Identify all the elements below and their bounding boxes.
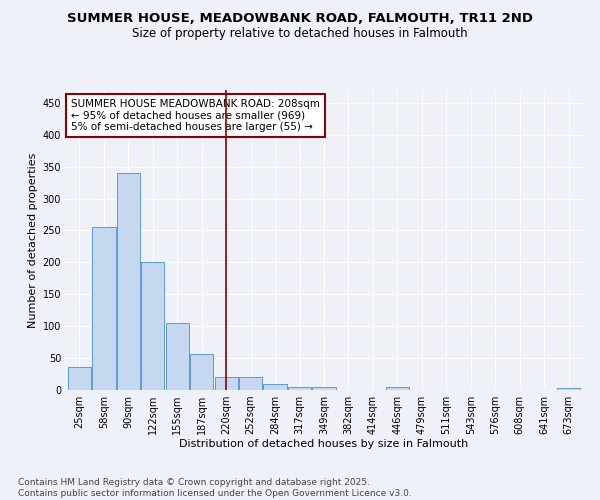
Bar xyxy=(386,388,409,390)
Bar xyxy=(166,323,189,390)
Bar xyxy=(92,227,116,390)
Text: SUMMER HOUSE, MEADOWBANK ROAD, FALMOUTH, TR11 2ND: SUMMER HOUSE, MEADOWBANK ROAD, FALMOUTH,… xyxy=(67,12,533,26)
Bar xyxy=(263,384,287,390)
Bar xyxy=(190,354,214,390)
Bar xyxy=(215,377,238,390)
Bar xyxy=(117,173,140,390)
Bar xyxy=(239,377,262,390)
Bar xyxy=(68,367,91,390)
Bar xyxy=(313,388,335,390)
X-axis label: Distribution of detached houses by size in Falmouth: Distribution of detached houses by size … xyxy=(179,438,469,448)
Y-axis label: Number of detached properties: Number of detached properties xyxy=(28,152,38,328)
Text: Contains HM Land Registry data © Crown copyright and database right 2025.
Contai: Contains HM Land Registry data © Crown c… xyxy=(18,478,412,498)
Bar xyxy=(141,262,164,390)
Text: Size of property relative to detached houses in Falmouth: Size of property relative to detached ho… xyxy=(132,28,468,40)
Bar xyxy=(288,387,311,390)
Text: SUMMER HOUSE MEADOWBANK ROAD: 208sqm
← 95% of detached houses are smaller (969)
: SUMMER HOUSE MEADOWBANK ROAD: 208sqm ← 9… xyxy=(71,99,320,132)
Bar xyxy=(557,388,580,390)
